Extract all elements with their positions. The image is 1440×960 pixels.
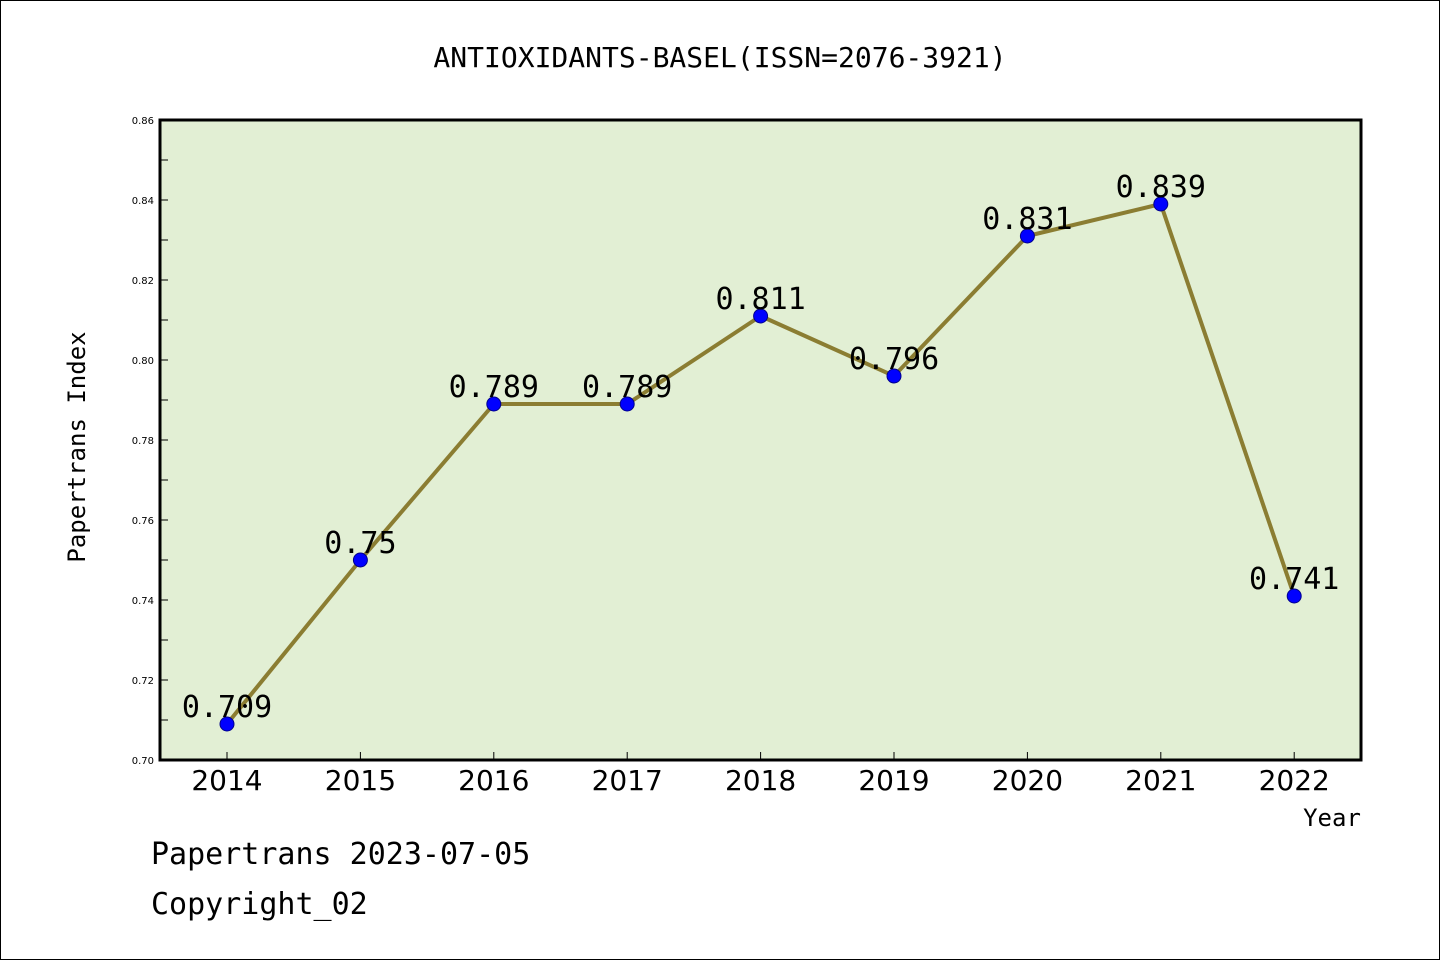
data-point [219,716,235,732]
y-tick-label: 0.76 [132,516,154,527]
data-label: 0.709 [182,690,272,725]
x-axis-label: Year [1303,804,1361,832]
y-tick-label: 0.84 [132,196,154,207]
y-tick-label: 0.82 [132,276,154,287]
data-label: 0.839 [1116,170,1206,205]
data-label: 0.741 [1249,562,1339,597]
data-point [886,368,902,384]
data-point [1286,588,1302,604]
data-label: 0.75 [324,526,396,561]
x-tick-label: 2021 [1125,764,1196,797]
x-axis: 2014 2015 2016 2017 2018 2019 2020 2021 2022 [191,752,1330,797]
data-point [753,308,769,324]
data-point [1153,196,1169,212]
x-tick-label: 2022 [1259,764,1330,797]
plot-area [158,118,1363,762]
data-label: 0.811 [715,282,805,317]
y-tick-label: 0.86 [132,116,154,127]
x-tick-label: 2015 [325,764,396,797]
data-label: 0.796 [849,342,939,377]
x-tick-label: 2020 [992,764,1063,797]
x-tick-label: 2017 [592,764,663,797]
chart-title: ANTIOXIDANTS-BASEL(ISSN=2076-3921) [433,41,1006,74]
x-tick-label: 2016 [458,764,529,797]
y-tick-label: 0.78 [132,436,154,447]
y-tick-label: 0.80 [132,356,154,367]
x-tick-label: 2019 [858,764,929,797]
x-tick-label: 2018 [725,764,796,797]
data-labels: 0.709 0.75 0.789 0.789 0.811 0.796 0.831 0.839 0… [182,170,1340,725]
y-tick-label: 0.70 [132,756,154,767]
series-markers [219,196,1302,732]
y-tick-label: 0.72 [132,676,154,687]
data-point [619,396,635,412]
data-label: 0.789 [449,370,539,405]
footer-date: Papertrans 2023-07-05 [151,837,530,872]
data-label: 0.831 [982,202,1072,237]
data-point [486,396,502,412]
y-axis-label: Papertrans Index [63,331,91,562]
data-point [1019,228,1035,244]
x-tick-label: 2014 [191,764,262,797]
footer-copyright: Copyright_02 [151,887,368,922]
y-axis: 0.70 0.72 0.74 0.76 0.78 0.80 0.82 0.84 0.86 [132,116,168,767]
y-tick-label: 0.74 [132,596,154,607]
data-label: 0.789 [582,370,672,405]
data-point [352,552,368,568]
